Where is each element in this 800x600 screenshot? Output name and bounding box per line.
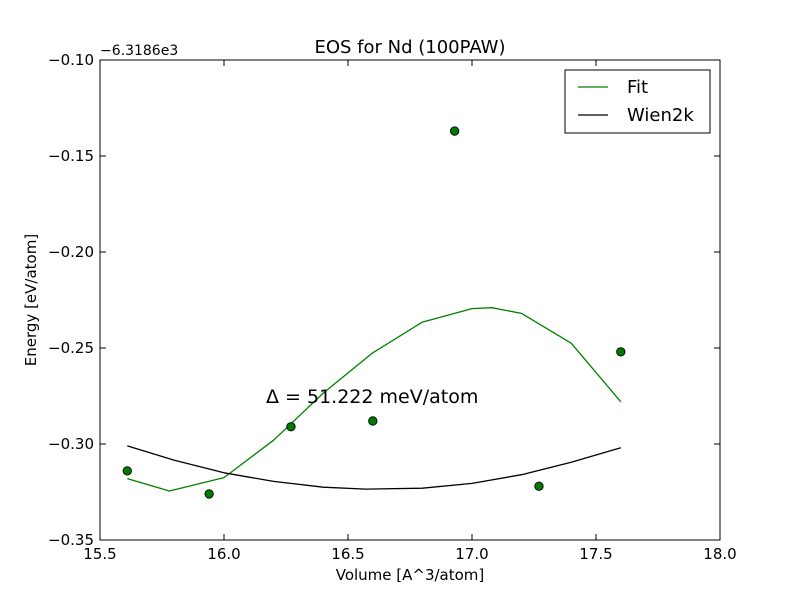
y-tick-label: −0.20 [48,243,94,261]
x-tick-label: 16.0 [207,545,240,563]
data-point [122,466,132,476]
data-point [616,347,626,357]
y-offset-label: −6.3186e3 [100,43,178,59]
x-tick-label: 17.5 [579,545,612,563]
legend: Fit Wien2k [564,69,711,134]
chart-title: EOS for Nd (100PAW) [314,37,505,58]
series-line-fit [127,307,622,492]
plot-frame [99,59,721,541]
y-tick-label: −0.25 [48,339,94,357]
x-tick-label: 15.5 [83,545,116,563]
data-points [122,126,626,499]
y-axis-label: Energy [eV/atom] [22,234,40,366]
legend-fit-label: Fit [627,77,648,98]
plot-background [100,60,720,540]
series-lines [127,307,622,492]
data-point [368,416,378,426]
y-tick-label: −0.35 [48,531,94,549]
y-tick-label: −0.15 [48,147,94,165]
y-tick-label: −0.30 [48,435,94,453]
x-tick-label: 16.5 [331,545,364,563]
x-tick-label: 18.0 [703,545,736,563]
legend-wien2k-label: Wien2k [627,105,694,126]
data-point [286,422,296,432]
axis-ticks: 15.5 16.0 16.5 17.0 17.5 18.0 −0.35 −0.30 −0.25 −… [48,51,737,563]
data-point [534,481,544,491]
x-axis-label: Volume [A^3/atom] [336,566,485,584]
legend-box [564,69,711,134]
x-tick-label: 17.0 [455,545,488,563]
data-point [204,489,214,499]
y-tick-label: −0.10 [48,51,94,69]
series-line-wien2k [127,445,621,490]
delta-annotation: Δ = 51.222 meV/atom [266,386,478,408]
data-point [449,126,460,136]
